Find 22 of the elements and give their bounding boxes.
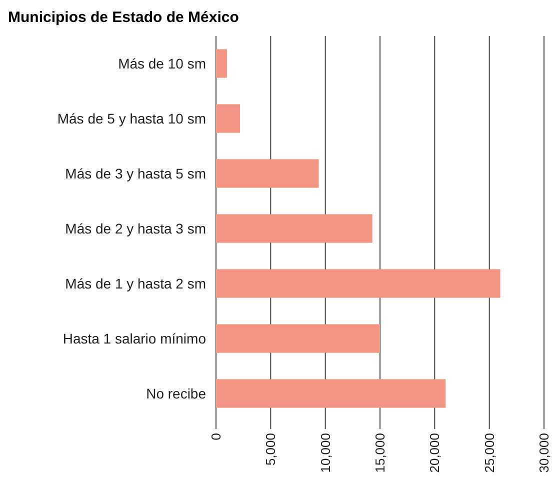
bar	[216, 269, 500, 298]
x-tick-label: 15,000	[372, 433, 388, 473]
x-tick-label: 25,000	[482, 433, 497, 473]
y-tick-label: Más de 3 y hasta 5 sm	[65, 165, 206, 182]
y-tick-label: Más de 10 sm	[118, 55, 206, 72]
x-tick-label: 20,000	[427, 433, 442, 473]
x-tick-label: 30,000	[536, 433, 552, 473]
bar	[216, 49, 227, 78]
x-tick-label: 0	[208, 433, 224, 440]
bar	[216, 159, 319, 188]
bar	[216, 379, 446, 408]
y-tick-label: Más de 1 y hasta 2 sm	[65, 275, 206, 292]
bar	[216, 104, 240, 133]
chart-title: Municipios de Estado de México	[8, 9, 239, 26]
y-tick-label: No recibe	[146, 385, 206, 402]
y-tick-label: Hasta 1 salario mínimo	[62, 330, 206, 346]
bar	[216, 214, 372, 243]
bar	[216, 324, 380, 353]
x-tick-label: 10,000	[318, 433, 333, 473]
x-tick-label: 5,000	[263, 433, 278, 466]
y-tick-label: Más de 2 y hasta 3 sm	[65, 220, 206, 236]
y-tick-label: Más de 5 y hasta 10 sm	[57, 110, 206, 126]
